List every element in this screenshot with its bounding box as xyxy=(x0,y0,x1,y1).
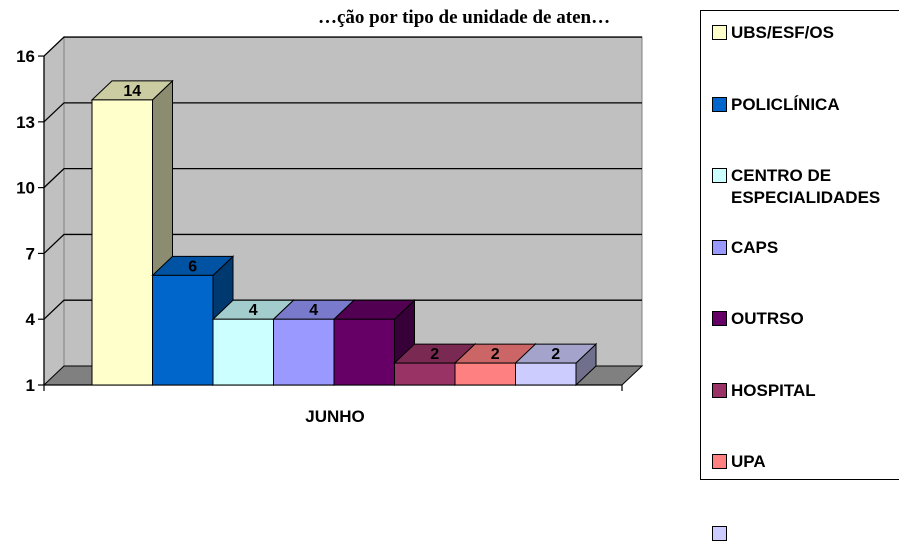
legend-item: UPA xyxy=(712,451,766,473)
gridline xyxy=(43,299,642,320)
legend-label: OUTRSO xyxy=(731,309,804,328)
legend-label: CENTRO DE ESPECIALIDADES xyxy=(731,166,881,207)
legend-item: POLICLÍNICA xyxy=(712,94,840,116)
gridline xyxy=(43,36,642,57)
data-label: 2 xyxy=(551,346,560,363)
data-label: 2 xyxy=(491,346,500,363)
data-label: 2 xyxy=(430,346,439,363)
bar xyxy=(151,255,235,387)
legend-swatch xyxy=(712,239,727,255)
legend-swatch xyxy=(712,311,727,326)
bar-front xyxy=(333,318,395,386)
y-tick-label: 7 xyxy=(26,244,35,263)
legend-label: HOSPITAL xyxy=(731,380,816,400)
legend-swatch xyxy=(712,525,727,541)
y-tick-label: 1 xyxy=(26,376,35,395)
legend-item: UBS/ESF/OS xyxy=(712,22,834,44)
legend-label: CAPS xyxy=(731,237,779,257)
y-tick-label: 4 xyxy=(26,310,36,329)
bar-front xyxy=(273,318,335,386)
legend-item: CENTRO DE ESPECIALIDADES xyxy=(712,165,880,209)
legend-item xyxy=(712,523,731,541)
legend-swatch xyxy=(712,168,727,183)
chart-title: …ção por tipo de unidade de aten… xyxy=(318,7,610,28)
data-label: 4 xyxy=(309,302,318,319)
bar-front xyxy=(91,99,153,386)
legend-swatch xyxy=(712,454,727,469)
gridline xyxy=(43,167,642,189)
data-label: 14 xyxy=(123,83,141,100)
gridline xyxy=(43,233,642,254)
bars xyxy=(90,79,598,387)
x-category-label: JUNHO xyxy=(305,407,365,426)
bar xyxy=(514,342,598,387)
y-tick-label: 16 xyxy=(16,47,35,66)
legend-item: CAPS xyxy=(712,237,778,259)
bar-front xyxy=(394,362,456,386)
legend-swatch xyxy=(712,25,727,40)
legend-label: POLICLÍNICA xyxy=(731,94,840,114)
y-tick-label: 10 xyxy=(16,179,35,198)
legend-item: OUTRSO xyxy=(712,308,804,330)
bar-front xyxy=(212,318,274,386)
gridline xyxy=(43,102,642,123)
legend-label: UBS/ESF/OS xyxy=(731,23,834,42)
y-tick-label: 13 xyxy=(16,113,35,132)
legend-swatch xyxy=(712,382,727,398)
bar-front xyxy=(454,362,516,386)
data-label: 4 xyxy=(249,302,258,319)
data-label: 6 xyxy=(188,258,197,275)
bar-front xyxy=(515,362,577,386)
bar xyxy=(332,299,416,387)
bar-front xyxy=(152,274,214,386)
side-wall xyxy=(43,35,65,387)
legend-swatch xyxy=(712,96,727,112)
data-labels: 14 6 4 4 2 2 2 xyxy=(123,83,560,363)
legend: UBS/ESF/OS POLICLÍNICA CENTRO DE ESPECIALI… xyxy=(700,10,899,541)
grid-lines xyxy=(43,36,642,320)
legend-item: HOSPITAL xyxy=(712,380,816,402)
legend-label: UPA xyxy=(731,452,766,471)
